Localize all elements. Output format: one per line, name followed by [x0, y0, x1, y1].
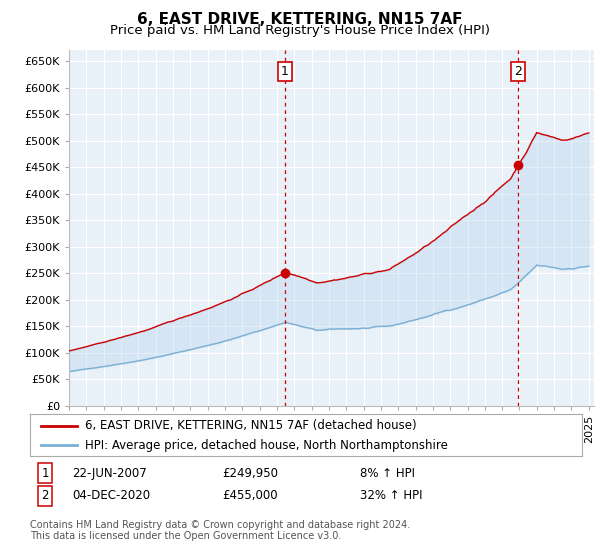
Text: 1: 1 — [281, 65, 289, 78]
Text: HPI: Average price, detached house, North Northamptonshire: HPI: Average price, detached house, Nort… — [85, 438, 448, 451]
Text: Contains HM Land Registry data © Crown copyright and database right 2024.
This d: Contains HM Land Registry data © Crown c… — [30, 520, 410, 542]
Text: 22-JUN-2007: 22-JUN-2007 — [72, 466, 147, 480]
Text: £249,950: £249,950 — [222, 466, 278, 480]
Text: 6, EAST DRIVE, KETTERING, NN15 7AF (detached house): 6, EAST DRIVE, KETTERING, NN15 7AF (deta… — [85, 419, 417, 432]
Text: 32% ↑ HPI: 32% ↑ HPI — [360, 489, 422, 502]
Text: 8% ↑ HPI: 8% ↑ HPI — [360, 466, 415, 480]
Text: £455,000: £455,000 — [222, 489, 278, 502]
Text: 04-DEC-2020: 04-DEC-2020 — [72, 489, 150, 502]
Text: Price paid vs. HM Land Registry's House Price Index (HPI): Price paid vs. HM Land Registry's House … — [110, 24, 490, 36]
Text: 2: 2 — [514, 65, 522, 78]
Text: 6, EAST DRIVE, KETTERING, NN15 7AF: 6, EAST DRIVE, KETTERING, NN15 7AF — [137, 12, 463, 27]
Text: 2: 2 — [41, 489, 49, 502]
Text: 1: 1 — [41, 466, 49, 480]
